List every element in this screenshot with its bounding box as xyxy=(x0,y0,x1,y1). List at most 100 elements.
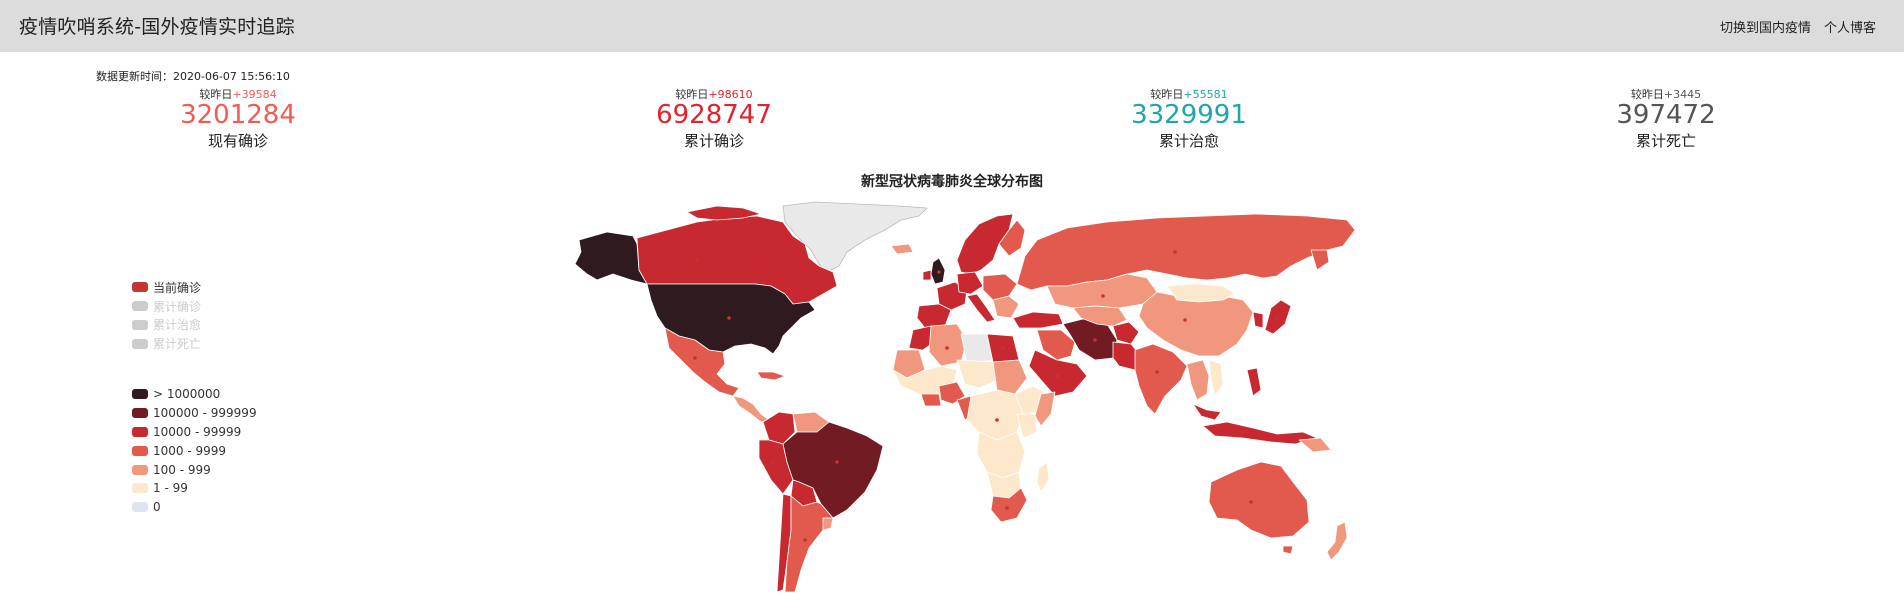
range-item-1[interactable]: 1 - 99 xyxy=(132,479,257,498)
region-uruguay[interactable] xyxy=(822,517,834,531)
legend-swatch xyxy=(132,319,148,330)
region-central-europe[interactable] xyxy=(982,273,1018,301)
region-myanmar-thai[interactable] xyxy=(1186,359,1210,401)
range-item-1000[interactable]: 1000 - 9999 xyxy=(132,441,257,460)
region-canada-arctic[interactable] xyxy=(686,205,762,221)
region-vietnam[interactable] xyxy=(1208,359,1224,397)
marker-algeria[interactable] xyxy=(945,346,949,350)
marker-japan[interactable] xyxy=(1275,316,1279,320)
region-ghana[interactable] xyxy=(920,393,942,407)
region-iceland[interactable] xyxy=(890,243,914,255)
switch-domestic-link[interactable]: 切换到国内疫情 xyxy=(1719,21,1811,36)
marker-congo[interactable] xyxy=(995,418,999,422)
region-stans[interactable] xyxy=(1072,305,1128,327)
region-afghanistan[interactable] xyxy=(1112,321,1140,345)
marker-india[interactable] xyxy=(1155,370,1159,374)
region-germany[interactable] xyxy=(956,271,984,295)
region-italy[interactable] xyxy=(966,293,996,323)
region-finland[interactable] xyxy=(998,219,1026,257)
stat-label: 累计确诊 xyxy=(683,132,744,150)
marker-south-africa[interactable] xyxy=(1005,506,1009,510)
stat-current-confirmed: 较昨日+39584 3201284 现有确诊 xyxy=(118,88,358,151)
region-greenland[interactable] xyxy=(782,201,928,273)
marker-russia[interactable] xyxy=(1173,250,1177,254)
marker-kazakhstan[interactable] xyxy=(1101,294,1105,298)
marker-uk[interactable] xyxy=(937,270,941,274)
stat-label: 累计死亡 xyxy=(1635,132,1696,150)
range-item-100[interactable]: 100 - 999 xyxy=(132,460,257,479)
region-sudan[interactable] xyxy=(992,359,1028,395)
marker-usa[interactable] xyxy=(727,316,731,320)
region-argentina[interactable] xyxy=(784,495,834,593)
stat-total-recovered: 较昨日+55581 3329991 累计治愈 xyxy=(1069,88,1309,151)
range-item-10000[interactable]: 10000 - 99999 xyxy=(132,423,257,442)
region-brazil[interactable] xyxy=(782,421,884,519)
range-swatch xyxy=(132,408,148,419)
marker-china[interactable] xyxy=(1183,318,1187,322)
personal-blog-link[interactable]: 个人博客 xyxy=(1823,21,1876,36)
region-russia[interactable] xyxy=(1016,213,1355,291)
stat-value: 3329991 xyxy=(1131,100,1247,130)
marker-argentina[interactable] xyxy=(803,538,807,542)
region-caribbean[interactable] xyxy=(756,371,786,381)
region-philippines[interactable] xyxy=(1246,367,1262,397)
region-australia[interactable] xyxy=(1208,461,1310,539)
marker-brazil[interactable] xyxy=(835,460,839,464)
region-new-zealand[interactable] xyxy=(1326,521,1348,561)
range-swatch xyxy=(132,483,148,494)
range-swatch xyxy=(132,389,148,400)
legend-item-current[interactable]: 当前确诊 xyxy=(132,278,201,297)
region-south-africa[interactable] xyxy=(990,487,1028,523)
world-map[interactable] xyxy=(547,200,1355,604)
marker-egypt[interactable] xyxy=(1001,346,1005,350)
marker-canada[interactable] xyxy=(695,258,699,262)
legend-item-deaths[interactable]: 累计死亡 xyxy=(132,334,201,353)
app-title: 疫情吹哨系统-国外疫情实时追踪 xyxy=(19,16,295,38)
stat-value: 3201284 xyxy=(180,100,296,130)
stat-total-deaths: 较昨日+3445 397472 累计死亡 xyxy=(1546,88,1786,151)
region-central-america[interactable] xyxy=(732,395,770,423)
legend-item-total[interactable]: 累计确诊 xyxy=(132,297,201,316)
stat-value: 6928747 xyxy=(656,100,772,130)
region-mexico[interactable] xyxy=(664,327,740,397)
region-somalia[interactable] xyxy=(1034,391,1056,427)
marker-indonesia[interactable] xyxy=(1241,430,1245,434)
region-central-africa[interactable] xyxy=(966,389,1024,441)
range-item-0[interactable]: 0 xyxy=(132,498,257,517)
stat-label: 累计治愈 xyxy=(1158,132,1219,150)
region-korea[interactable] xyxy=(1252,311,1264,329)
marker-saudi[interactable] xyxy=(1055,374,1059,378)
range-legend: > 1000000 100000 - 999999 10000 - 99999 … xyxy=(132,385,257,517)
marker-australia[interactable] xyxy=(1249,500,1253,504)
region-turkey[interactable] xyxy=(1012,311,1064,329)
marker-iran[interactable] xyxy=(1093,338,1097,342)
range-swatch xyxy=(132,502,148,513)
region-algeria[interactable] xyxy=(928,323,968,367)
marker-mexico[interactable] xyxy=(693,356,697,360)
region-mongolia[interactable] xyxy=(1166,283,1236,303)
stat-delta: 较昨日+39584 xyxy=(199,88,277,101)
region-iberia[interactable] xyxy=(916,303,952,329)
region-malaysia[interactable] xyxy=(1192,403,1222,421)
region-kamchatka[interactable] xyxy=(1310,249,1330,271)
region-saudi[interactable] xyxy=(1028,349,1088,397)
region-alaska[interactable] xyxy=(574,231,648,285)
region-middle-east[interactable] xyxy=(1036,329,1076,361)
region-balkans[interactable] xyxy=(992,295,1020,319)
stat-total-confirmed: 较昨日+98610 6928747 累计确诊 xyxy=(594,88,834,151)
region-ireland[interactable] xyxy=(922,269,932,281)
region-madagascar[interactable] xyxy=(1036,461,1050,493)
marker-peru[interactable] xyxy=(771,460,775,464)
legend-item-recovered[interactable]: 累计治愈 xyxy=(132,316,201,335)
region-india[interactable] xyxy=(1134,343,1188,415)
region-tasmania[interactable] xyxy=(1282,545,1294,555)
range-item-gt-1000000[interactable]: > 1000000 xyxy=(132,385,257,404)
region-niger-chad[interactable] xyxy=(956,359,998,389)
region-papua[interactable] xyxy=(1298,437,1332,453)
range-item-100000[interactable]: 100000 - 999999 xyxy=(132,404,257,423)
legend-swatch xyxy=(132,301,148,312)
stat-value: 397472 xyxy=(1616,100,1716,130)
region-kenya[interactable] xyxy=(1016,413,1038,439)
series-legend: 当前确诊 累计确诊 累计治愈 累计死亡 xyxy=(132,278,201,353)
region-south-central-africa[interactable] xyxy=(976,431,1026,479)
